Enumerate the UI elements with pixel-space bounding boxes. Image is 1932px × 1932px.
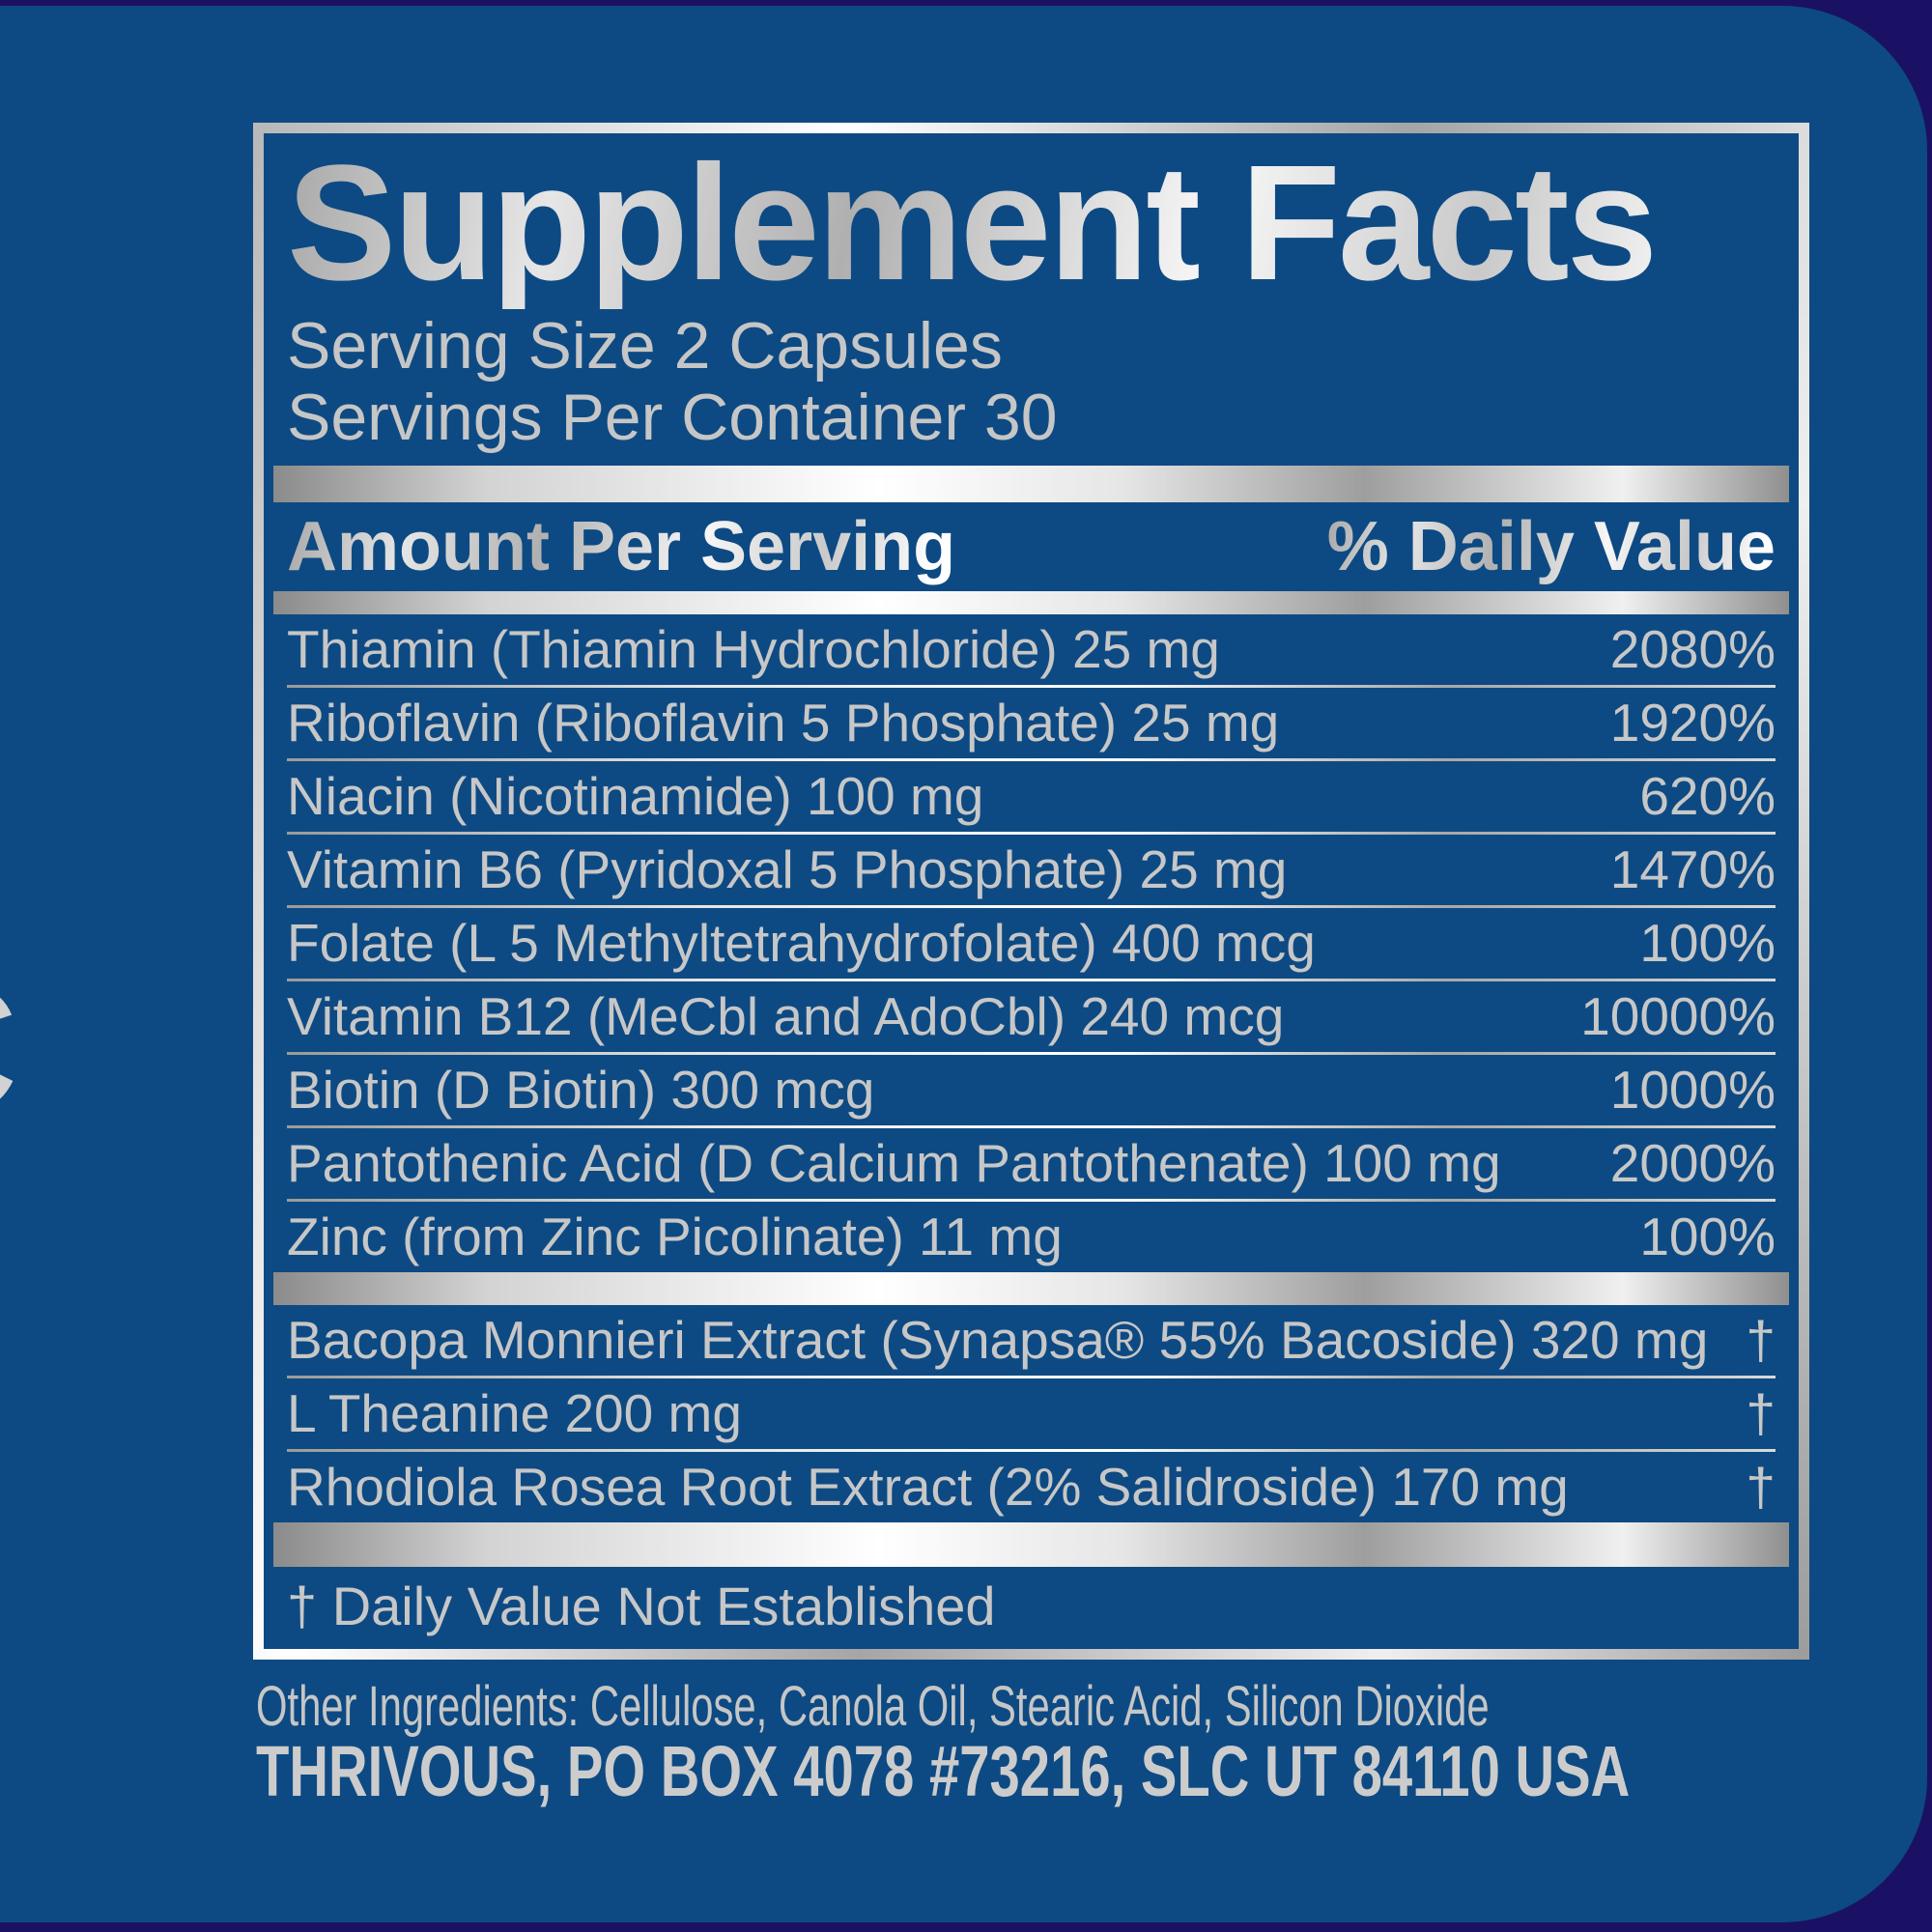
ingredient-row: Riboflavin (Riboflavin 5 Phosphate) 25 m… <box>287 688 1776 758</box>
ingredient-name: Bacopa Monnieri Extract (Synapsa® 55% Ba… <box>287 1310 1709 1370</box>
ingredient-row: Pantothenic Acid (D Calcium Pantothenate… <box>287 1128 1776 1199</box>
ingredient-daily-value: 100% <box>1639 913 1776 973</box>
ingredient-daily-value: 1920% <box>1609 693 1776 753</box>
ingredient-name: Pantothenic Acid (D Calcium Pantothenate… <box>287 1133 1501 1193</box>
ingredient-name: L Theanine 200 mg <box>287 1383 742 1443</box>
ingredient-daily-value: 2080% <box>1609 619 1776 679</box>
ingredient-row: Vitamin B12 (MeCbl and AdoCbl) 240 mcg 1… <box>287 981 1776 1052</box>
row-divider <box>287 905 1776 908</box>
row-divider <box>287 1052 1776 1055</box>
manufacturer-address-text: THRIVOUS, PO BOX 4078 #73216, SLC UT 841… <box>256 1731 1631 1811</box>
ingredient-daily-value: † <box>1746 1457 1776 1517</box>
ingredient-row: Bacopa Monnieri Extract (Synapsa® 55% Ba… <box>287 1305 1776 1376</box>
ingredient-name: Zinc (from Zinc Picolinate) 11 mg <box>287 1207 1063 1266</box>
ingredient-name: Vitamin B12 (MeCbl and AdoCbl) 240 mcg <box>287 986 1285 1046</box>
row-divider <box>287 1376 1776 1378</box>
ingredient-row: Niacin (Nicotinamide) 100 mg 620% <box>287 761 1776 832</box>
ingredient-daily-value: 10000% <box>1580 986 1776 1046</box>
row-divider <box>287 979 1776 981</box>
ingredient-name: Riboflavin (Riboflavin 5 Phosphate) 25 m… <box>287 693 1280 753</box>
amount-per-serving-header: Amount Per Serving <box>287 508 956 585</box>
ingredient-daily-value: 1000% <box>1609 1060 1776 1120</box>
ingredient-row: Biotin (D Biotin) 300 mcg 1000% <box>287 1055 1776 1125</box>
metallic-divider-bar <box>273 466 1789 502</box>
ingredient-daily-value: 620% <box>1639 766 1776 826</box>
ingredient-daily-value: † <box>1746 1310 1776 1370</box>
ingredient-daily-value: 1470% <box>1609 839 1776 899</box>
daily-value-header: % Daily Value <box>1326 508 1776 585</box>
ingredient-name: Thiamin (Thiamin Hydrochloride) 25 mg <box>287 619 1220 679</box>
column-header-row: Amount Per Serving % Daily Value <box>287 508 1776 585</box>
ingredient-daily-value: 2000% <box>1609 1133 1776 1193</box>
partial-letter-c: C <box>0 956 20 1142</box>
servings-per-container-text: Servings Per Container 30 <box>287 381 1058 454</box>
ingredient-row: Zinc (from Zinc Picolinate) 11 mg 100% <box>287 1202 1776 1272</box>
ingredient-daily-value: 100% <box>1639 1207 1776 1266</box>
ingredient-name: Biotin (D Biotin) 300 mcg <box>287 1060 875 1120</box>
row-divider <box>287 1199 1776 1202</box>
row-divider <box>287 685 1776 688</box>
metallic-divider-bar <box>273 1272 1789 1305</box>
ingredient-name: Niacin (Nicotinamide) 100 mg <box>287 766 984 826</box>
ingredient-name: Rhodiola Rosea Root Extract (2% Salidros… <box>287 1457 1569 1517</box>
serving-size-text: Serving Size 2 Capsules <box>287 309 1003 383</box>
row-divider <box>287 832 1776 835</box>
supplement-facts-panel: Supplement Facts Serving Size 2 Capsules… <box>253 123 1809 1660</box>
row-divider <box>287 758 1776 761</box>
daily-value-footnote: † Daily Value Not Established <box>287 1576 996 1636</box>
other-ingredients-text: Other Ingredients: Cellulose, Canola Oil… <box>256 1675 1490 1738</box>
botanical-list: Bacopa Monnieri Extract (Synapsa® 55% Ba… <box>264 1305 1799 1522</box>
ingredient-row: Folate (L 5 Methyltetrahydrofolate) 400 … <box>287 908 1776 979</box>
ingredient-row: Thiamin (Thiamin Hydrochloride) 25 mg 20… <box>287 614 1776 685</box>
metallic-divider-bar <box>273 591 1789 614</box>
metallic-divider-bar <box>273 1522 1789 1567</box>
ingredient-row: L Theanine 200 mg † <box>287 1378 1776 1449</box>
ingredient-name: Vitamin B6 (Pyridoxal 5 Phosphate) 25 mg <box>287 839 1288 899</box>
ingredient-row: Vitamin B6 (Pyridoxal 5 Phosphate) 25 mg… <box>287 835 1776 905</box>
ingredient-name: Folate (L 5 Methyltetrahydrofolate) 400 … <box>287 913 1316 973</box>
ingredient-daily-value: † <box>1746 1383 1776 1443</box>
nutrient-list: Thiamin (Thiamin Hydrochloride) 25 mg 20… <box>264 614 1799 1272</box>
ingredient-row: Rhodiola Rosea Root Extract (2% Salidros… <box>287 1452 1776 1522</box>
row-divider <box>287 1449 1776 1452</box>
panel-title: Supplement Facts <box>287 137 1776 309</box>
row-divider <box>287 1125 1776 1128</box>
